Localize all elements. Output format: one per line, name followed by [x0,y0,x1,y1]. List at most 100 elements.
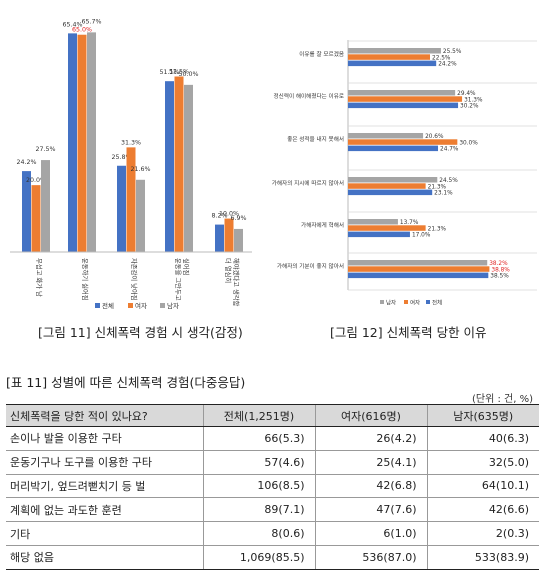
bar-2-1 [348,102,459,109]
data-label: 10.0% [219,211,239,218]
category-label-text: 무섭고 화가 남 [35,258,44,297]
bar-2-2 [136,179,145,252]
row-label: 머리박기, 엎드려뻗치기 등 벌 [6,474,203,499]
header-total: 전체(1,251명) [202,404,315,427]
bar-0-5 [348,260,488,266]
row-label: 기타 [6,521,203,546]
legend-label: 남자 [386,299,396,307]
bar-1-1 [348,96,463,102]
data-label: 25.5% [443,49,462,55]
cell-male: 2(0.3) [426,521,539,546]
legend-swatch [160,303,165,308]
bar-1-3 [348,183,426,189]
row-label: 해당 없음 [6,545,203,570]
bar-1-4 [348,225,426,231]
data-label: 21.3% [428,226,447,232]
bar-0-4 [215,224,224,252]
data-label: 20.0% [26,177,46,184]
data-label: 23.1% [434,191,453,197]
data-label: 38.2% [489,261,508,267]
bar-0-1 [348,90,456,96]
category-label-4: 더 열심히 해야겠다고 생각함 [224,258,241,307]
bar-2-2 [348,145,439,152]
table-row: 계획에 없는 과도한 훈련 89(7.1) 47(7.6) 42(6.6) [6,497,539,523]
legend: 남자 여자 전체 [380,299,442,307]
bar-1-1 [77,34,87,252]
legend-swatch [128,303,133,308]
figure-12-caption: [그림 12] 신체폭력 당한 이유 [330,325,487,340]
bar-2-4 [348,231,410,238]
data-label: 65.4% [62,21,82,28]
legend-label: 전체 [432,299,442,307]
data-label: 25.8% [111,154,131,161]
table-row: 운동기구나 도구를 이용한 구타 57(4.6) 25(4.1) 32(5.0) [6,450,539,475]
legend: 전체 여자 남자 [95,301,179,310]
cell-female: 42(6.8) [314,474,427,499]
category-label-text: 자존감이 낮아짐 [130,258,139,301]
legend-swatch [426,300,430,304]
table-title: [표 11] 성별에 따른 신체폭력 경험(다중응답) [6,375,246,390]
bar-0-1 [68,33,77,253]
data-label: 6.9% [231,215,247,222]
data-label: 29.4% [457,91,476,97]
data-label: 27.5% [35,146,55,153]
cell-male: 533(83.9) [426,545,539,570]
category-label-2: 좋은 성적을 내지 못해서 [287,135,344,143]
data-label: 21.3% [428,184,447,190]
data-label: 8.2% [212,213,228,220]
cell-female: 47(7.6) [314,497,427,523]
bar-2-0 [41,160,50,252]
legend-swatch [380,300,384,304]
cell-total: 66(5.3) [202,426,315,451]
figure-11-caption: [그림 11] 신체폭력 경험 시 생각(감정) [38,325,243,340]
bar-1-0 [348,54,430,60]
category-label-2: 자존감이 낮아짐 [130,258,139,301]
data-label: 24.2% [16,159,36,166]
data-label: 13.7% [400,220,419,226]
violence-table: 신체폭력을 당한 적이 있나요? 전체(1,251명) 여자(616명) 남자(… [6,404,539,570]
cell-male: 32(5.0) [426,450,539,475]
data-label: 65.7% [81,18,101,25]
bar-0-2 [117,165,126,252]
bar-0-4 [348,219,398,225]
cell-total: 89(7.1) [202,497,315,523]
legend-label: 전체 [102,301,114,310]
bar-2-3 [348,189,433,196]
bar-1-2 [348,139,458,145]
category-label-5: 가해자의 기분이 좋지 않아서 [277,262,344,270]
category-label-text: 운동하기 싫어짐 [81,258,90,301]
table-header-row: 신체폭력을 당한 적이 있나요? 전체(1,251명) 여자(616명) 남자(… [6,404,539,427]
bar-2-4 [234,228,243,252]
cell-male: 42(6.6) [426,497,539,523]
data-label: 38.8% [491,267,510,273]
bar-1-2 [126,147,136,252]
bar-2-5 [348,272,489,279]
data-label: 30.0% [459,140,478,146]
bar-0-3 [348,177,438,183]
category-label-3: 운동을 그만두고 싶어짐 [174,258,191,301]
legend-label: 여자 [135,301,147,310]
cell-total: 106(8.5) [202,474,315,499]
bar-0-0 [22,171,31,252]
bar-2-3 [184,84,193,252]
data-label: 20.6% [425,134,444,140]
row-label: 계획에 없는 과도한 훈련 [6,497,203,523]
header-female: 여자(616명) [314,404,427,427]
legend-label: 남자 [167,301,179,310]
category-label-text: 더 열심히 [224,258,233,283]
data-label: 24.2% [438,62,457,68]
cell-total: 1,069(85.5) [202,545,315,570]
legend-label: 여자 [410,299,420,307]
data-label: 30.2% [460,104,479,110]
bar-2-1 [87,32,96,253]
data-label: 65.0% [72,27,92,34]
category-label-text: 해야겠다고 생각함 [232,258,241,307]
row-label: 운동기구나 도구를 이용한 구타 [6,450,203,475]
cell-female: 26(4.2) [314,426,427,451]
cell-female: 25(4.1) [314,450,427,475]
data-label: 21.6% [130,166,150,173]
bar-1-0 [31,185,41,252]
table-row: 해당 없음 1,069(85.5) 536(87.0) 533(83.9) [6,545,539,570]
cell-male: 40(6.3) [426,426,539,451]
